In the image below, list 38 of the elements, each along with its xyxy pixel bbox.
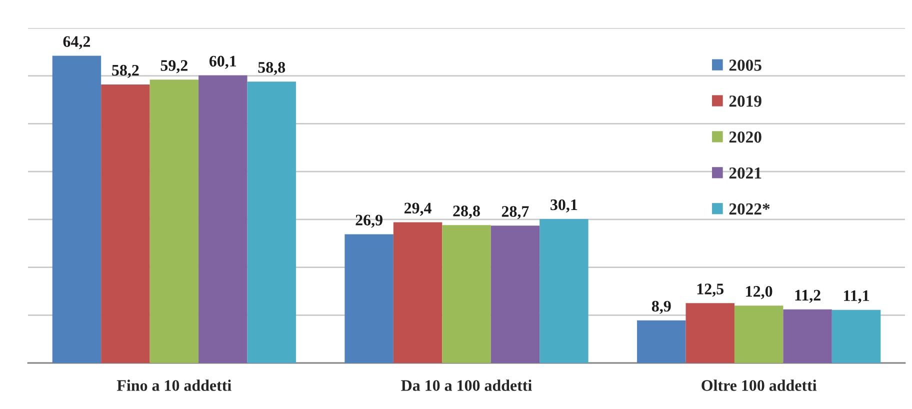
data-label: 11,1 bbox=[844, 290, 869, 304]
data-label: 58,8 bbox=[258, 62, 286, 76]
data-label: 28,8 bbox=[453, 206, 480, 219]
bar bbox=[344, 234, 394, 363]
legend-label: 2019 bbox=[729, 96, 762, 107]
bar bbox=[734, 306, 784, 363]
data-label: 12,0 bbox=[746, 286, 772, 300]
bar bbox=[150, 80, 199, 363]
bar bbox=[101, 84, 150, 363]
bar bbox=[393, 222, 442, 363]
data-label: 30,1 bbox=[550, 199, 578, 212]
data-label: 29,4 bbox=[404, 202, 432, 216]
data-label: 60,1 bbox=[209, 56, 236, 69]
data-label: 58,2 bbox=[112, 64, 139, 78]
data-label: 8,9 bbox=[652, 300, 671, 314]
bar bbox=[52, 56, 102, 363]
bar bbox=[832, 310, 881, 363]
bar bbox=[442, 225, 491, 363]
x-tick-label: Fino a 10 addetti bbox=[116, 380, 232, 391]
bar bbox=[540, 218, 588, 363]
bar bbox=[637, 320, 686, 363]
data-label: 11,2 bbox=[795, 290, 820, 303]
data-label: 26,9 bbox=[356, 214, 382, 228]
data-label: 12,5 bbox=[697, 284, 724, 297]
data-label: 64,2 bbox=[63, 36, 90, 50]
legend-label: 2022* bbox=[729, 203, 770, 215]
bar bbox=[686, 303, 734, 363]
bar bbox=[198, 75, 248, 363]
x-tick-label: Oltre 100 addetti bbox=[702, 380, 817, 391]
bar bbox=[247, 82, 296, 363]
x-tick-label: Da 10 a 100 addetti bbox=[401, 380, 532, 391]
legend-label: 2020 bbox=[729, 131, 762, 143]
data-label: 59,2 bbox=[160, 60, 188, 74]
legend-label: 2005 bbox=[729, 60, 762, 71]
legend-label: 2021 bbox=[729, 167, 762, 179]
bar bbox=[490, 226, 540, 363]
bar bbox=[783, 309, 832, 363]
data-label: 28,7 bbox=[502, 206, 529, 220]
